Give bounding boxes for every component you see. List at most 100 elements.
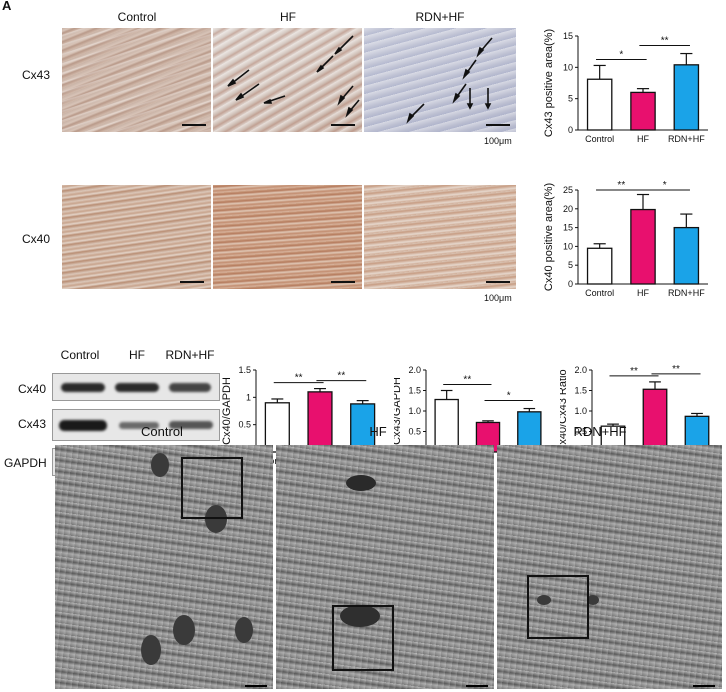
ihc-cx40-hf-image [213,185,362,289]
ihc-title-rdn-hf: RDN+HF [415,10,465,24]
significance-label: ** [661,36,669,47]
zoom-box [181,457,243,519]
wb-title-rdn-hf: RDN+HF [165,348,215,362]
ihc-cx43-control-image [62,28,211,132]
y-tick-label: 0 [568,279,573,289]
y-tick-label: 5 [568,260,573,270]
y-tick-label: 15 [563,223,573,233]
y-tick-label: 0.5 [408,427,421,437]
wb-row-label-cx43: Cx43 [18,417,47,431]
significance-label: * [619,49,623,60]
bar [586,247,613,285]
significance-label: * [507,391,511,402]
y-tick-label: 2.0 [574,365,587,375]
scale-bar [466,685,488,687]
scale-bar [331,124,355,126]
y-axis-label: Cx43/GAPDH [394,377,403,445]
chart-cx43-positive-area: 0 5 10 15 Cx43 positive area(%) Control HF RDN+… [543,29,708,144]
y-tick-label: 1.0 [408,406,421,416]
y-tick-label: 1.5 [238,365,251,375]
scale-bar [245,685,267,687]
wb-title-control: Control [60,348,100,362]
wb-band [169,421,213,429]
significance-label: * [663,180,667,191]
ihc-cx43-rdn-hf-image [364,28,516,132]
em-mitochondrion [587,595,599,605]
wb-band [59,420,107,431]
ihc-cx40-rdn-hf-image [364,185,516,289]
ihc-cx43-hf-image [213,28,362,132]
arrow-icons [406,37,493,124]
em-hf-image [276,445,494,689]
x-tick-label: HF [637,288,649,298]
em-mitochondrion [173,615,195,645]
bar [307,391,333,453]
ihc-cx40-scale-label: 100μm [484,293,512,303]
em-mitochondrion [205,505,227,533]
significance-label: ** [617,180,625,191]
wb-blot-cx40 [52,373,220,401]
ihc-row-label-cx40: Cx40 [22,232,51,246]
em-title-control: Control [141,424,183,439]
zoom-box [527,575,589,639]
bar [630,208,656,285]
wb-band [119,422,159,429]
em-title-rdn-hf: RDN+HF [573,424,627,439]
y-tick-label: 15 [563,31,573,41]
scale-bar [486,281,510,283]
x-tick-label: HF [637,134,649,144]
panel-letter: A [2,0,12,13]
em-rdn-hf-image [497,445,722,689]
wb-band [115,383,159,392]
bar [630,91,656,131]
em-mitochondrion [141,635,161,665]
em-dense-region [340,605,380,627]
y-tick-label: 1.5 [574,386,587,396]
scale-bar [180,281,204,283]
em-mitochondrion [151,453,169,477]
em-control-image [55,445,273,689]
y-tick-label: 25 [563,185,573,195]
y-axis-label: Cx43 positive area(%) [543,29,555,137]
wb-row-label-cx40: Cx40 [18,382,47,396]
y-tick-label: 0 [568,125,573,135]
wb-blot-cx43 [52,409,220,441]
x-tick-label: Control [585,134,614,144]
bar [673,226,700,285]
wb-band [169,383,211,392]
ihc-cx40-control-image [62,185,211,289]
y-axis-label: Cx40/GAPDH [222,377,233,445]
y-tick-label: 10 [563,62,573,72]
ihc-row-label-cx43: Cx43 [22,68,51,82]
y-tick-label: 2.0 [408,365,421,375]
y-tick-label: 1.5 [408,386,421,396]
wb-title-hf: HF [129,348,145,362]
zoom-box [332,605,394,671]
scale-bar [693,685,715,687]
y-tick-label: 5 [568,94,573,104]
scale-bar [331,281,355,283]
x-tick-label: RDN+HF [668,134,705,144]
arrow-icons [227,35,360,118]
y-tick-label: 20 [563,204,573,214]
ihc-title-control: Control [117,10,157,24]
ihc-title-hf: HF [280,10,296,24]
em-mitochondrion [537,595,551,605]
x-tick-label: RDN+HF [668,288,705,298]
y-tick-label: 1.0 [574,406,587,416]
y-tick-label: 1 [246,392,251,402]
y-tick-label: 0.5 [238,420,251,430]
significance-label: ** [295,373,303,384]
scale-bar [182,124,206,126]
significance-label: ** [630,366,638,377]
chart-cx40-positive-area: 0 5 10 15 20 25 Cx40 positive area(%) Control HF… [543,180,708,298]
bar [673,64,700,131]
significance-label: ** [337,371,345,382]
y-tick-label: 0.5 [574,427,587,437]
em-title-hf: HF [369,424,387,439]
y-axis-label: Cx40/Cx43 Ratio [560,369,569,452]
em-mitochondrion [235,617,253,643]
y-tick-label: 10 [563,241,573,251]
wb-row-label-gapdh: GAPDH [4,456,47,470]
significance-label: ** [672,364,680,375]
